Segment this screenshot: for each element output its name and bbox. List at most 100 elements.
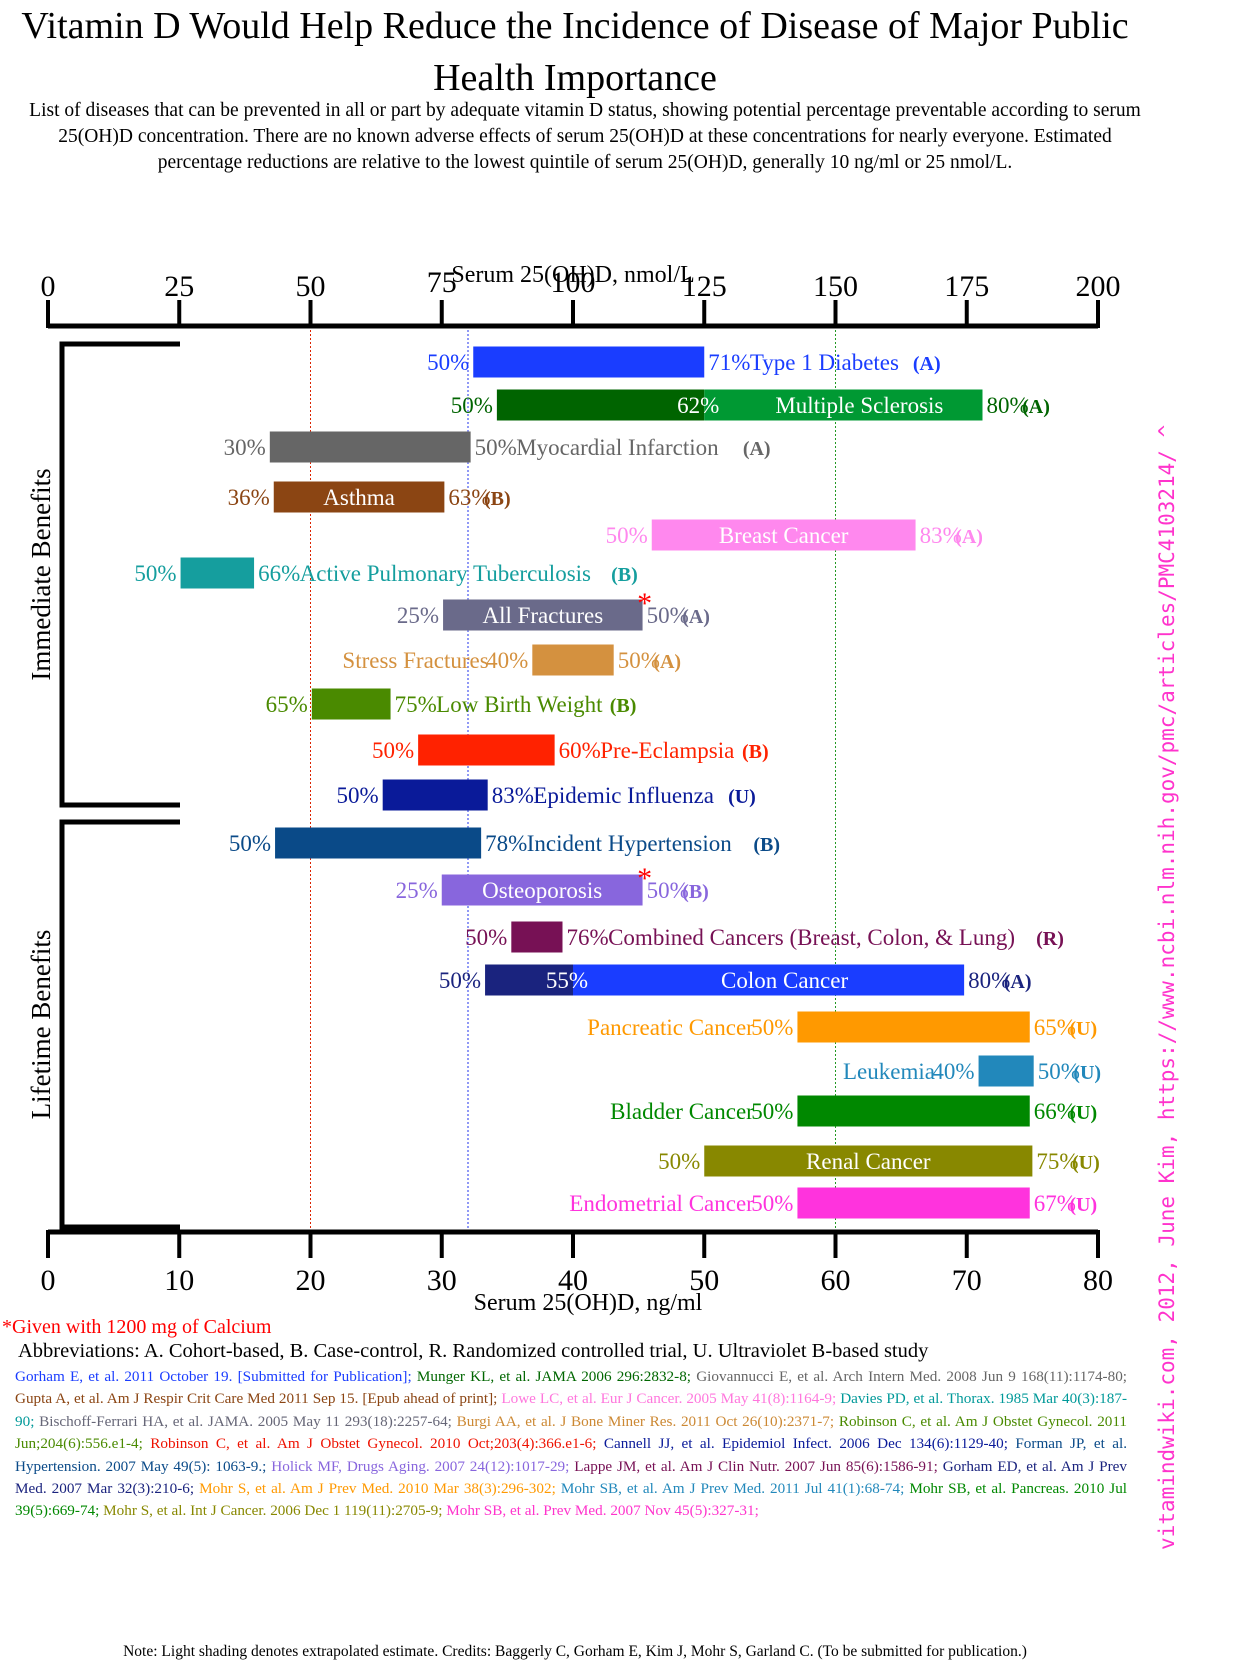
disease-label: Pancreatic Cancer bbox=[587, 1015, 754, 1040]
bar bbox=[496, 389, 705, 421]
study-code-label: (B) bbox=[682, 881, 709, 903]
start-percent-label: 50% bbox=[229, 831, 271, 856]
top-axis-tick-label: 75 bbox=[427, 266, 457, 299]
end-percent-label: 71% bbox=[708, 350, 750, 375]
bar bbox=[797, 1187, 1030, 1219]
end-percent-label: 83% bbox=[492, 783, 534, 808]
start-percent-label: 50% bbox=[439, 968, 481, 993]
disease-label: Pre-Eclampsia bbox=[600, 738, 734, 763]
disease-label: Epidemic Influenza bbox=[533, 783, 714, 808]
study-code-label: (A) bbox=[913, 353, 941, 375]
start-percent-label: 25% bbox=[397, 603, 439, 628]
start-percent-label: 50% bbox=[751, 1191, 793, 1216]
bottom-axis-tick-label: 0 bbox=[41, 1264, 56, 1297]
reference-item: Lowe LC, et al. Eur J Cancer. 2005 May 4… bbox=[501, 1390, 837, 1408]
bottom-axis-tick-label: 70 bbox=[952, 1264, 982, 1297]
bottom-axis-label: Serum 25(OH)D, ng/ml bbox=[474, 1290, 703, 1316]
reference-item: Forman JP, et al. Hypertension. 2007 May… bbox=[15, 1435, 1127, 1475]
end-percent-label: 60% bbox=[559, 738, 601, 763]
end-percent-label: 78% bbox=[485, 831, 527, 856]
group-label: Immediate Benefits bbox=[26, 468, 56, 680]
calcium-asterisk: * bbox=[637, 862, 652, 895]
bar bbox=[269, 431, 471, 463]
bar bbox=[532, 644, 614, 676]
start-percent-label: 40% bbox=[932, 1059, 974, 1084]
disease-label: Colon Cancer bbox=[721, 968, 848, 993]
reference-item: Holick MF, Drugs Aging. 2007 24(12):1017… bbox=[271, 1457, 570, 1475]
mid-percent-label: 62% bbox=[677, 393, 719, 418]
reference-item: Gupta A, et al. Am J Respir Crit Care Me… bbox=[15, 1390, 498, 1408]
study-code-label: (U) bbox=[1069, 1018, 1097, 1040]
bottom-axis-tick-label: 80 bbox=[1083, 1264, 1113, 1297]
bar bbox=[443, 599, 643, 631]
reference-item: Bischoff-Ferrari HA, et al. JAMA. 2005 M… bbox=[39, 1412, 452, 1430]
reference-item: Gorham ED, et al. Am J Prev Med. 2007 Ma… bbox=[15, 1457, 1128, 1498]
disease-label: Type 1 Diabetes bbox=[750, 350, 899, 375]
study-code-label: (A) bbox=[743, 438, 771, 460]
disease-label: Myocardial Infarction bbox=[516, 435, 719, 460]
bottom-axis-tick-label: 40 bbox=[558, 1264, 588, 1297]
disease-label: Active Pulmonary Tuberculosis bbox=[300, 561, 591, 586]
reference-item: Robinson C, et al. Am J Obstet Gynecol. … bbox=[150, 1435, 597, 1453]
end-percent-label: 50% bbox=[647, 603, 689, 628]
bar bbox=[704, 389, 983, 421]
disease-label: Low Birth Weight bbox=[436, 692, 603, 717]
study-code-label: (U) bbox=[1072, 1152, 1100, 1174]
bar bbox=[311, 688, 391, 720]
bottom-axis-tick-label: 20 bbox=[296, 1264, 326, 1297]
study-code-label: (A) bbox=[1004, 971, 1032, 993]
study-code-label: (B) bbox=[742, 741, 769, 763]
study-code-label: (R) bbox=[1036, 928, 1064, 950]
end-percent-label: 50% bbox=[618, 648, 660, 673]
calcium-footnote: *Given with 1200 mg of Calcium bbox=[2, 1316, 272, 1338]
end-percent-label: 83% bbox=[920, 523, 962, 548]
reference-item: Burgi AA, et al. J Bone Miner Res. 2011 … bbox=[456, 1412, 835, 1430]
reference-item: Mohr S, et al. Int J Cancer. 2006 Dec 1 … bbox=[103, 1502, 443, 1520]
bar bbox=[275, 827, 482, 859]
top-axis-tick-label: 150 bbox=[813, 270, 858, 303]
top-axis-tick-label: 50 bbox=[296, 270, 326, 303]
bar bbox=[441, 874, 643, 906]
bar bbox=[704, 1145, 1033, 1177]
disease-label: Leukemia bbox=[843, 1059, 935, 1084]
start-percent-label: 50% bbox=[451, 393, 493, 418]
start-percent-label: 50% bbox=[337, 783, 379, 808]
end-percent-label: 75% bbox=[395, 692, 437, 717]
start-percent-label: 30% bbox=[224, 435, 266, 460]
start-percent-label: 50% bbox=[751, 1015, 793, 1040]
reference-item: Mohr S, et al. Am J Prev Med. 2010 Mar 3… bbox=[199, 1480, 556, 1498]
end-percent-label: 66% bbox=[1034, 1099, 1076, 1124]
chart-title: Vitamin D Would Help Reduce the Incidenc… bbox=[21, 5, 1129, 99]
start-percent-label: 50% bbox=[751, 1099, 793, 1124]
references-list: Gorham E, et al. 2011 October 19. [Submi… bbox=[15, 1366, 1127, 1523]
start-percent-label: 50% bbox=[134, 561, 176, 586]
bar bbox=[797, 1095, 1030, 1127]
study-code-label: (A) bbox=[653, 651, 681, 673]
group-bracket bbox=[59, 819, 180, 1230]
bottom-axis-tick-label: 60 bbox=[821, 1264, 851, 1297]
end-percent-label: 67% bbox=[1034, 1191, 1076, 1216]
end-percent-label: 76% bbox=[567, 925, 609, 950]
top-axis-tick-label: 125 bbox=[682, 270, 727, 303]
footer-note: Note: Light shading denotes extrapolated… bbox=[123, 1643, 1027, 1660]
start-percent-label: 50% bbox=[427, 350, 469, 375]
calcium-asterisk: * bbox=[637, 587, 652, 620]
start-percent-label: 50% bbox=[606, 523, 648, 548]
disease-label: Bladder Cancer bbox=[610, 1099, 754, 1124]
bottom-axis-tick-label: 10 bbox=[164, 1264, 194, 1297]
study-code-label: (A) bbox=[1022, 396, 1050, 418]
study-code-label: (B) bbox=[753, 834, 780, 856]
study-code-label: (U) bbox=[1069, 1102, 1097, 1124]
reference-item: Robinson C, et al. Am J Obstet Gynecol. … bbox=[15, 1412, 1127, 1453]
abbreviations-legend: Abbreviations: A. Cohort-based, B. Case-… bbox=[18, 1340, 929, 1362]
study-code-label: (U) bbox=[728, 786, 756, 808]
end-percent-label: 50% bbox=[1038, 1059, 1080, 1084]
start-percent-label: 50% bbox=[465, 925, 507, 950]
start-percent-label: 36% bbox=[228, 485, 270, 510]
reference-item: Mohr SB, et al. Pancreas. 2010 Jul 39(5)… bbox=[15, 1480, 1128, 1520]
end-percent-label: 80% bbox=[968, 968, 1010, 993]
top-axis-tick-label: 25 bbox=[164, 270, 194, 303]
reference-item: Munger KL, et al. JAMA 2006 296:2832-8; bbox=[416, 1368, 692, 1385]
top-axis-label: Serum 25(OH)D, nmol/L bbox=[451, 262, 694, 288]
reference-item: Mohr SB, et al. Prev Med. 2007 Nov 45(5)… bbox=[446, 1502, 759, 1520]
